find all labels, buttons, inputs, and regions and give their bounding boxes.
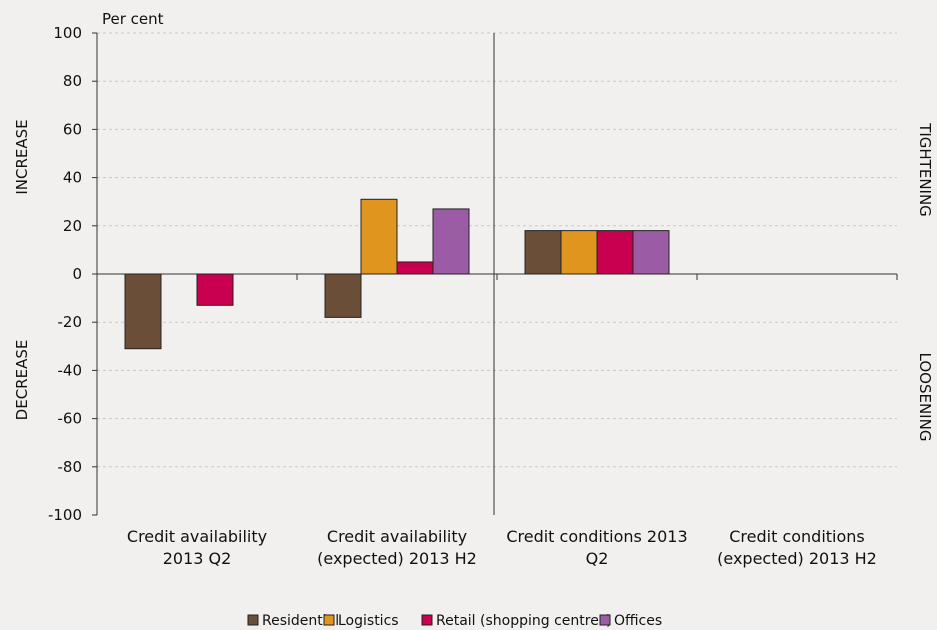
legend-label: Offices [614,613,662,629]
bar [596,230,634,275]
bar [432,208,470,275]
category-label: (expected) 2013 H2 [717,549,877,568]
bar [560,230,598,275]
gridlines [97,32,897,468]
category-label: Credit conditions [729,527,865,546]
y-tick-label: 80 [63,72,82,90]
y-tick-label: -40 [58,361,83,379]
bar [524,230,562,275]
legend-label: Retail (shopping centres) [436,613,612,629]
legend-label: Logistics [338,613,399,629]
bar [360,198,398,275]
y-tick-label: 20 [63,217,82,235]
legend-swatch [599,614,611,626]
legend-swatch [323,614,335,626]
y-tick-label: -100 [48,506,82,524]
y-tick-label: -80 [58,458,83,476]
y-tick-label: 60 [63,120,82,138]
left-label-increase: INCREASE [13,119,31,194]
y-tick-label: -60 [58,410,83,428]
bar [196,273,234,306]
category-labels: Credit availability 2013 Q2 Credit availab… [127,527,877,568]
bar [632,230,670,275]
bar [124,273,162,350]
legend-swatch [247,614,259,626]
right-label-tightening: TIGHTENING [916,122,934,217]
category-label: 2013 Q2 [163,549,232,568]
bar [396,261,434,275]
y-tick-label: -20 [58,313,83,331]
category-label: Credit availability [127,527,267,546]
category-label: (expected) 2013 H2 [317,549,477,568]
category-label: Credit availability [327,527,467,546]
category-label: Credit conditions 2013 [506,527,687,546]
legend-swatch [421,614,433,626]
bars [124,198,670,350]
right-label-loosening: LOOSENING [916,353,934,442]
legend-label: Residential [262,613,339,629]
category-label: Q2 [586,549,609,568]
y-tick-label: 40 [63,169,82,187]
left-label-decrease: DECREASE [13,340,31,421]
y-ticks: 100 80 60 40 20 0 -20 -40 -60 -80 -100 [48,24,82,524]
bar [324,273,362,318]
y-tick-label: 100 [53,24,82,42]
unit-label: Per cent [102,10,164,28]
y-tick-label: 0 [72,265,82,283]
